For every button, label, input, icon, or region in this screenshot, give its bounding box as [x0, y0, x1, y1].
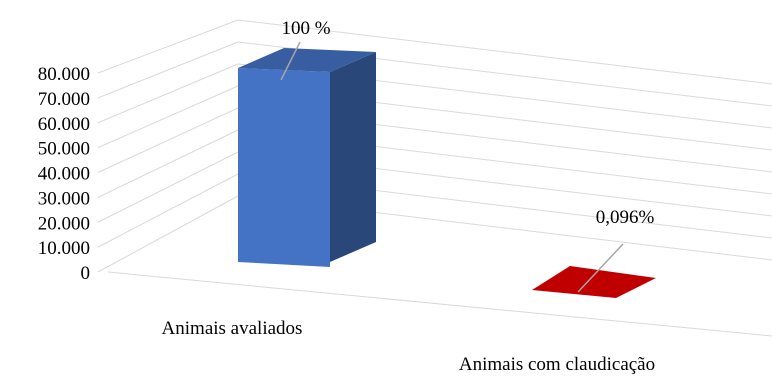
y-tick-label: 20.000 [38, 213, 90, 234]
gridline-side [97, 41, 239, 99]
leader-line [280, 41, 301, 81]
y-tick-label: 80.000 [38, 64, 90, 85]
y-tick-label: 0 [81, 263, 91, 284]
category-labels: Animais avaliados Animais com claudicação [162, 318, 656, 375]
gridline-side [97, 19, 239, 74]
leader-line [577, 243, 624, 293]
gridline-side [97, 173, 239, 248]
gridline-side [97, 129, 239, 198]
y-tick-label: 40.000 [38, 164, 90, 185]
gridline-side [97, 63, 239, 124]
y-tick-label: 50.000 [38, 139, 90, 160]
bar-front [238, 68, 330, 267]
gridlines [97, 19, 772, 337]
data-label: 0,096% [596, 207, 655, 228]
gridline-back [237, 19, 772, 85]
y-tick-label: 70.000 [38, 89, 90, 110]
y-tick-label: 10.000 [38, 238, 90, 259]
y-tick-label: 30.000 [38, 188, 90, 209]
category-label: Animais avaliados [162, 318, 303, 339]
gridline-side [97, 195, 239, 273]
bar-flat [532, 266, 656, 298]
data-label: 100 % [281, 18, 330, 39]
gridline-side [97, 85, 239, 149]
floor-edge [107, 271, 772, 337]
y-axis-ticks: 0 10.000 20.000 30.000 40.000 50.000 60.000 70.… [38, 64, 90, 284]
bar-top [238, 48, 376, 72]
gridline-side [97, 107, 239, 173]
category-label: Animais com claudicação [459, 354, 655, 375]
bars [238, 48, 656, 298]
y-tick-label: 60.000 [38, 114, 90, 135]
gridline-side [97, 151, 239, 223]
bar-side [330, 52, 376, 262]
data-labels: 100 % 0,096% [280, 18, 655, 293]
